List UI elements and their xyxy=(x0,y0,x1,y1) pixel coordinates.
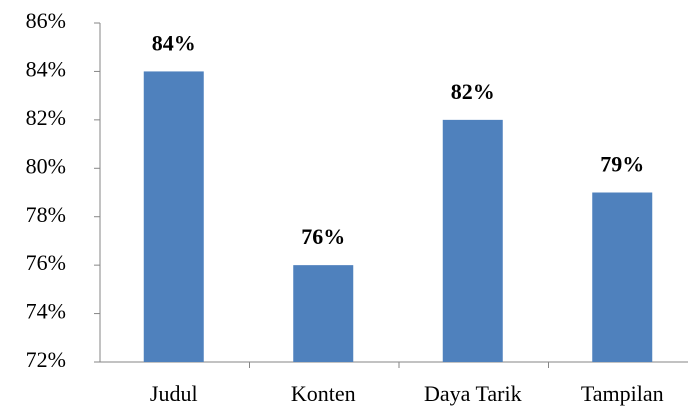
x-tick-label: Konten xyxy=(291,381,356,406)
data-label: 76% xyxy=(301,224,345,249)
y-tick-label: 76% xyxy=(26,250,66,275)
x-tick-label: Tampilan xyxy=(581,381,664,406)
y-tick-label: 82% xyxy=(26,105,66,130)
bar xyxy=(592,192,653,362)
data-label: 82% xyxy=(451,79,495,104)
y-tick-label: 72% xyxy=(26,347,66,372)
x-tick-label: Daya Tarik xyxy=(424,381,522,406)
bar xyxy=(143,71,204,362)
x-tick-label: Judul xyxy=(150,381,198,406)
y-tick-label: 80% xyxy=(26,153,66,178)
data-label: 79% xyxy=(600,152,644,177)
y-tick-label: 84% xyxy=(26,56,66,81)
bar xyxy=(293,265,354,362)
y-tick-label: 74% xyxy=(26,299,66,324)
data-label: 84% xyxy=(152,30,196,55)
y-tick-label: 78% xyxy=(26,202,66,227)
bar xyxy=(442,119,503,362)
y-tick-label: 86% xyxy=(26,8,66,33)
